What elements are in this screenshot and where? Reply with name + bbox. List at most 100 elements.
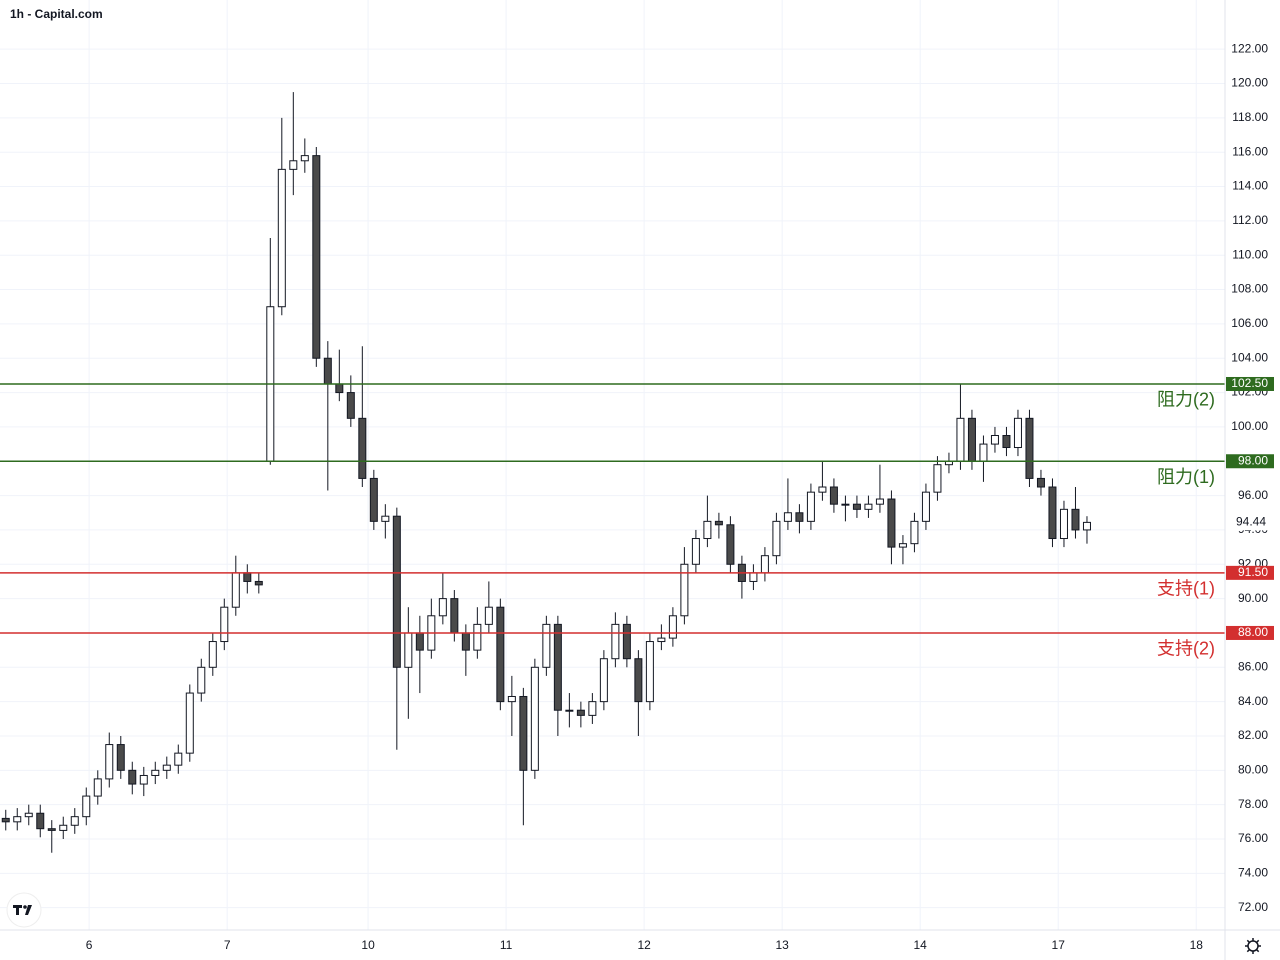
level-badge (1226, 565, 1274, 580)
candle-body (70, 816, 79, 826)
candle-body (795, 512, 804, 522)
y-tick-label: 110.00 (1232, 247, 1268, 261)
candle-body (806, 491, 815, 522)
candle-body (829, 486, 838, 505)
last-price-label: 94.44 (1236, 515, 1266, 529)
level-value-label: 102.50 (1231, 376, 1268, 390)
x-tick-label: 6 (86, 938, 93, 952)
y-tick-label: 84.00 (1238, 694, 1268, 708)
x-tick-label: 10 (361, 938, 375, 952)
y-tick-label: 90.00 (1238, 591, 1268, 605)
candle-body (312, 155, 321, 359)
logo (6, 892, 42, 928)
candle-body (783, 512, 792, 522)
level-value-label: 88.00 (1238, 625, 1268, 639)
candle-body (887, 498, 896, 548)
candle-body (1, 817, 10, 823)
candle-body (898, 543, 907, 548)
candle-body (841, 503, 850, 506)
candle-body (461, 632, 470, 651)
x-tick-label: 18 (1190, 938, 1204, 952)
candle-body (599, 658, 608, 703)
y-tick-label: 80.00 (1238, 762, 1268, 776)
candle-body (990, 434, 999, 445)
candle-body (208, 641, 217, 668)
candle-body (220, 606, 229, 643)
level-name: 阻力(2) (1157, 390, 1215, 410)
candle-body (415, 632, 424, 651)
y-tick-label: 118.00 (1232, 110, 1268, 124)
candle-body (197, 666, 206, 694)
candle-body (1036, 477, 1045, 488)
candle-body (714, 520, 723, 526)
level-name: 支持(2) (1157, 639, 1215, 659)
candle-body (726, 524, 735, 565)
y-tick-label: 76.00 (1238, 831, 1268, 845)
y-tick-label: 72.00 (1238, 900, 1268, 914)
candle-body (576, 709, 585, 716)
candle-body (611, 623, 620, 660)
y-tick-label: 100.00 (1231, 419, 1268, 433)
x-tick-label: 14 (914, 938, 928, 952)
candle-body (933, 464, 942, 493)
y-tick-label: 78.00 (1238, 797, 1268, 811)
y-tick-label: 112.00 (1232, 213, 1268, 227)
candle-body (645, 641, 654, 703)
chart-title: 1h - Capital.com (10, 7, 103, 21)
y-tick-label: 114.00 (1232, 179, 1268, 193)
y-tick-label: 106.00 (1231, 316, 1268, 330)
y-tick-label: 122.00 (1231, 41, 1268, 55)
candle-body (289, 160, 298, 170)
candle-body (105, 744, 114, 780)
candle-body (680, 563, 689, 617)
candle-body (1013, 417, 1022, 449)
candle-body (346, 392, 355, 419)
candle-body (36, 812, 45, 830)
settings-icon[interactable] (1245, 938, 1261, 954)
candle-body (553, 623, 562, 711)
candle-body (772, 520, 781, 557)
candle-body (369, 477, 378, 522)
candle-body (116, 744, 125, 771)
candle-body (956, 417, 965, 462)
candle-body (507, 695, 516, 703)
candle-body (691, 538, 700, 565)
candle-body (404, 632, 413, 668)
candle-body (1048, 486, 1057, 540)
candle-body (300, 155, 309, 162)
candle-body (277, 168, 286, 308)
candle-body (668, 615, 677, 639)
level-badge (1226, 454, 1274, 469)
candle-body (496, 606, 505, 703)
candle-body (231, 572, 240, 608)
candle-body (47, 828, 56, 831)
y-tick-label: 82.00 (1238, 728, 1268, 742)
y-tick-label: 120.00 (1231, 76, 1268, 90)
level-badge (1226, 625, 1274, 640)
candle-body (473, 623, 482, 651)
candle-body (450, 598, 459, 634)
candle-body (139, 774, 148, 785)
candle-body (438, 598, 447, 617)
candle-body (542, 623, 551, 668)
candle-body (484, 606, 493, 625)
candle-body (634, 658, 643, 703)
y-tick-label: 116.00 (1232, 144, 1268, 158)
level-name: 阻力(1) (1157, 467, 1215, 487)
candle-body (967, 417, 976, 462)
candle-body (358, 417, 367, 479)
last-price-badge (1226, 514, 1274, 531)
candle-body (530, 666, 539, 771)
x-tick-label: 12 (637, 938, 651, 952)
candle-body (93, 778, 102, 797)
candle-body (864, 503, 873, 510)
candle-body (254, 580, 263, 586)
candle-body (24, 812, 33, 818)
candle-body (1059, 508, 1068, 540)
candle-body (1082, 521, 1091, 531)
candle-body (875, 498, 884, 505)
candle-body (1071, 508, 1080, 531)
